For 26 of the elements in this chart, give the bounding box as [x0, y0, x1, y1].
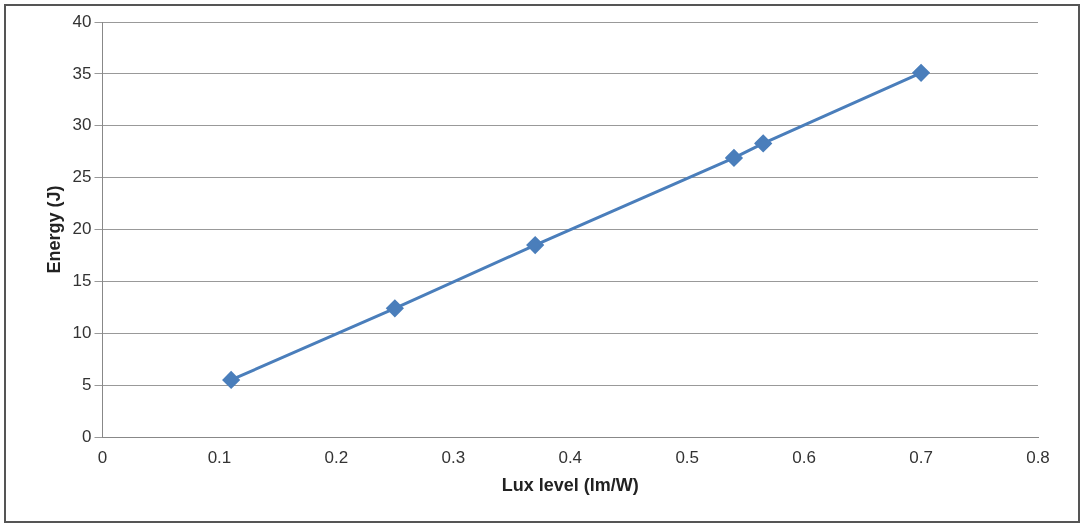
- y-tick-label: 10: [72, 322, 92, 342]
- y-tick-label: 25: [72, 167, 92, 187]
- y-axis-title: Energy (J): [43, 185, 64, 274]
- x-tick-label: 0.6: [792, 447, 816, 467]
- x-tick-label: 0.1: [207, 447, 232, 467]
- point: [725, 149, 743, 167]
- y-tick-label: 15: [72, 271, 92, 291]
- x-tick-label: 0.8: [1026, 447, 1050, 467]
- x-tick-label: 0: [97, 447, 108, 467]
- y-tick-label: 40: [72, 11, 92, 31]
- y-tick-label: 5: [82, 374, 92, 394]
- y-tick-label: 30: [72, 115, 92, 135]
- x-axis-title: Lux level (lm/W): [501, 475, 639, 496]
- x-tick-label: 0.5: [675, 447, 700, 467]
- point: [386, 299, 404, 317]
- point: [912, 64, 930, 82]
- point: [222, 371, 240, 389]
- x-tick-label: 0.7: [909, 447, 933, 467]
- x-tick-label: 0.4: [558, 447, 583, 467]
- y-tick-label: 0: [82, 426, 92, 446]
- y-tick-label: 35: [72, 63, 92, 83]
- point: [526, 236, 544, 254]
- x-tick-label: 0.2: [324, 447, 349, 467]
- point: [754, 134, 772, 152]
- x-tick-label: 0.3: [441, 447, 466, 467]
- y-tick-label: 20: [72, 219, 92, 239]
